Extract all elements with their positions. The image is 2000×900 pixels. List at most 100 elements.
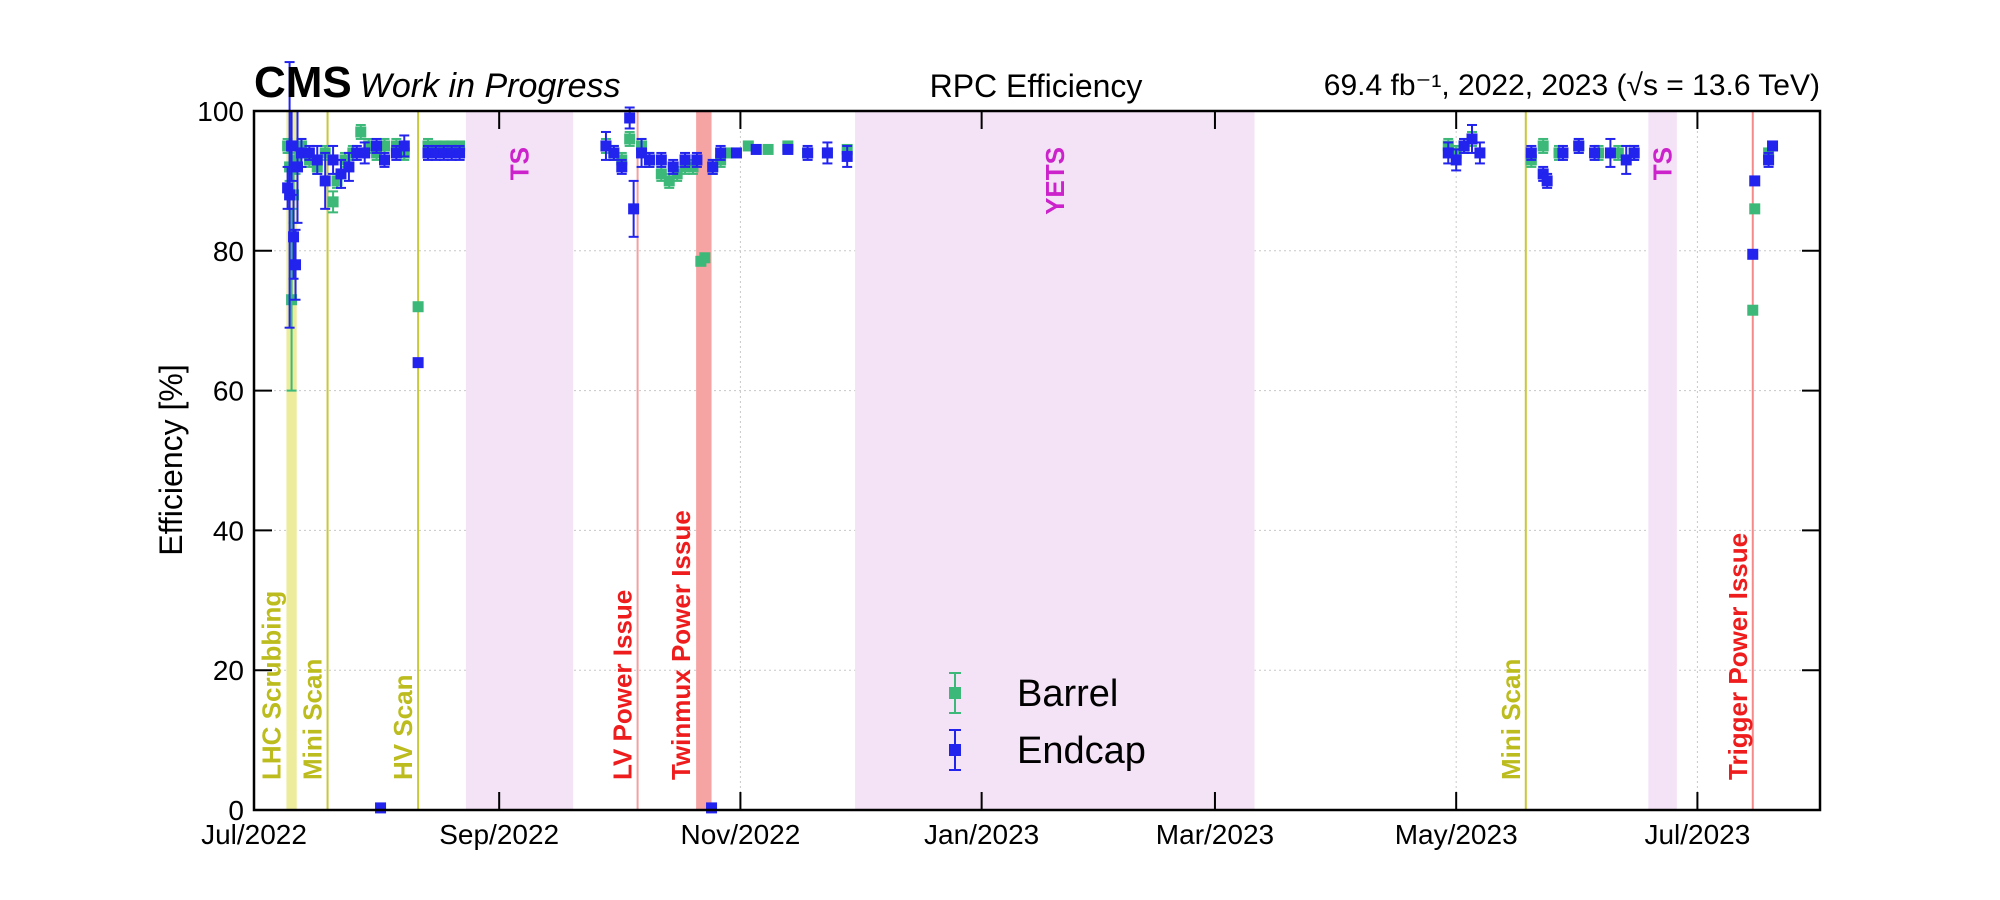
- y-tick-label: 20: [213, 655, 244, 686]
- marker: [1749, 175, 1761, 187]
- marker: [679, 154, 691, 166]
- region-band: [286, 111, 297, 810]
- marker: [1763, 154, 1775, 166]
- marker: [655, 168, 667, 180]
- marker: [1458, 140, 1470, 152]
- marker: [295, 147, 307, 159]
- marker: [1466, 133, 1478, 145]
- region-label: Twinmux Power Issue: [666, 510, 696, 780]
- x-tick-label: Jan/2023: [924, 819, 1039, 850]
- marker: [841, 150, 853, 162]
- region-label: Mini Scan: [298, 659, 328, 780]
- x-tick-label: Jul/2022: [201, 819, 307, 850]
- y-tick-label: 100: [197, 96, 244, 127]
- legend-label: Endcap: [1017, 730, 1146, 772]
- marker: [371, 140, 383, 152]
- marker: [1612, 147, 1624, 159]
- marker: [636, 147, 648, 159]
- marker: [379, 140, 390, 152]
- marker: [1541, 175, 1553, 187]
- marker: [1749, 203, 1761, 215]
- marker: [430, 147, 442, 159]
- marker: [311, 154, 323, 166]
- marker: [286, 140, 298, 152]
- legend-marker: [949, 744, 961, 756]
- marker: [600, 140, 612, 152]
- marker: [290, 259, 302, 271]
- marker: [750, 143, 762, 155]
- region-label: LHC Scrubbing: [256, 591, 286, 780]
- x-tick-label: Jul/2023: [1644, 819, 1750, 850]
- marker: [335, 168, 347, 180]
- marker: [390, 147, 402, 159]
- luminosity-label: 69.4 fb⁻¹, 2022, 2023 (√s = 13.6 TeV): [1324, 69, 1820, 102]
- marker: [446, 147, 458, 159]
- marker: [624, 112, 636, 124]
- marker: [412, 301, 424, 313]
- marker: [643, 154, 655, 166]
- marker: [628, 203, 640, 215]
- marker: [351, 147, 363, 159]
- marker: [290, 154, 302, 166]
- region-band: [1648, 111, 1677, 810]
- marker: [1747, 248, 1759, 260]
- y-tick-label: 40: [213, 515, 244, 546]
- marker: [379, 154, 390, 166]
- marker: [1767, 140, 1779, 152]
- region-label: YETS: [1040, 147, 1070, 215]
- marker: [742, 140, 754, 152]
- marker: [821, 147, 833, 159]
- marker: [624, 133, 636, 145]
- experiment-label: CMS: [254, 58, 352, 107]
- marker: [1450, 154, 1462, 166]
- y-tick-label: 0: [228, 795, 244, 826]
- marker: [343, 161, 355, 173]
- marker: [375, 802, 387, 814]
- regions-layer: LHC Scrubbing Mini Scan HV Scan TS LV Power …: [256, 111, 1754, 810]
- marker: [1557, 147, 1569, 159]
- marker: [454, 147, 466, 159]
- y-tick-label: 80: [213, 236, 244, 267]
- marker: [782, 143, 794, 155]
- marker: [363, 140, 375, 152]
- region-label: TS: [1648, 147, 1678, 180]
- marker: [303, 147, 315, 159]
- marker: [802, 147, 814, 159]
- marker: [707, 161, 719, 173]
- region-band: [696, 111, 712, 810]
- marker: [327, 154, 339, 166]
- marker: [288, 231, 300, 243]
- y-tick-label: 60: [213, 376, 244, 407]
- marker: [730, 147, 742, 159]
- region-label: Trigger Power Issue: [1723, 533, 1753, 780]
- marker: [1604, 147, 1616, 159]
- marker: [1573, 140, 1585, 152]
- marker: [412, 357, 424, 369]
- marker: [655, 154, 667, 166]
- marker: [1525, 147, 1537, 159]
- region-label: HV Scan: [388, 675, 418, 781]
- x-tick-label: May/2023: [1395, 819, 1518, 850]
- region-band: [855, 111, 1255, 810]
- marker: [715, 147, 727, 159]
- marker: [723, 147, 735, 159]
- status-label: Work in Progress: [360, 67, 621, 105]
- marker: [608, 147, 620, 159]
- marker: [1620, 154, 1632, 166]
- region-label: Mini Scan: [1496, 659, 1526, 780]
- marker: [359, 147, 371, 159]
- marker: [422, 147, 434, 159]
- marker: [1442, 147, 1454, 159]
- legend-label: Barrel: [1017, 673, 1118, 715]
- marker: [398, 140, 410, 152]
- marker: [282, 182, 294, 194]
- marker: [1628, 147, 1640, 159]
- legend-marker: [949, 687, 961, 699]
- marker: [706, 802, 718, 814]
- marker: [691, 154, 703, 166]
- marker: [699, 252, 711, 264]
- x-tick-label: Sep/2022: [439, 819, 559, 850]
- marker: [616, 161, 628, 173]
- marker: [667, 161, 679, 173]
